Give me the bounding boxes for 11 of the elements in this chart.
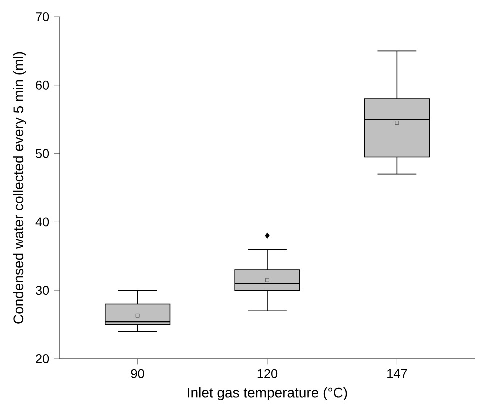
x-axis-title: Inlet gas temperature (°C) (188, 388, 348, 401)
x-tick-label: 147 (388, 369, 408, 378)
y-tick-label: 70 (36, 12, 50, 22)
y-tick-label: 50 (36, 149, 50, 158)
x-tick-label: 90 (131, 369, 144, 378)
y-axis-title: Condensed water collected every 5 min (ml) (13, 52, 26, 324)
x-tick-label: 120 (258, 369, 278, 378)
y-tick-label: 20 (36, 354, 50, 364)
y-tick-label: 30 (36, 286, 50, 296)
y-tick-label: 40 (36, 218, 50, 227)
y-tick-label: 60 (36, 80, 50, 90)
